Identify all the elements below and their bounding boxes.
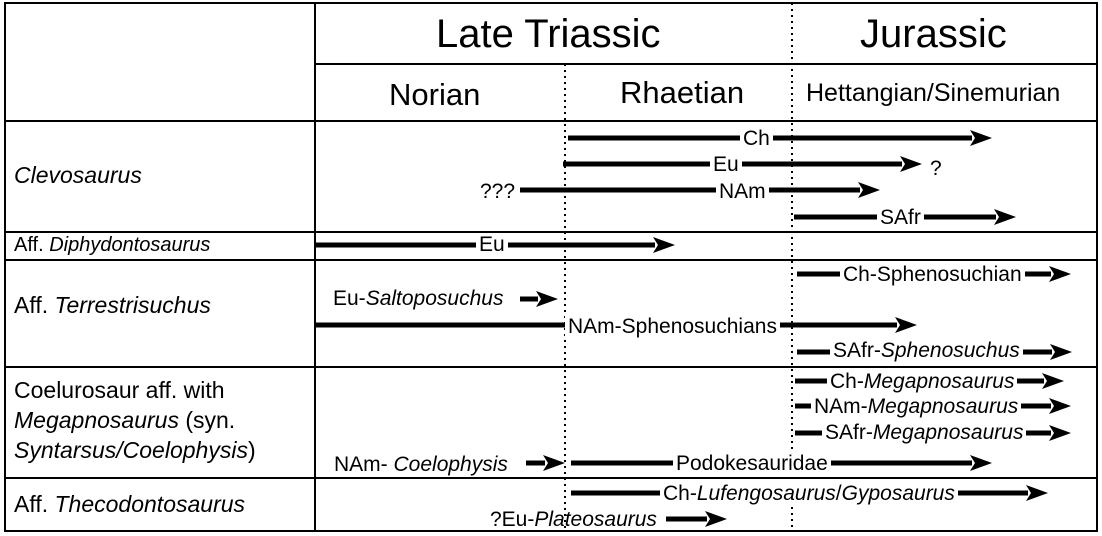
- range-bar-terr-ch-arrowhead: [1049, 266, 1071, 282]
- range-bar-coel-nam-coelophysis-arrowhead: [543, 455, 565, 471]
- range-bar-coel-nam-coelophysis: [526, 455, 565, 471]
- range-label-terr-ch: Ch-Sphenosuchian: [840, 264, 1025, 285]
- taxon-terrestrisuchus: Aff. Terrestrisuchus: [14, 292, 211, 319]
- range-bar-thec-eu-arrowhead: [705, 511, 727, 527]
- stage-rhaetian: Rhaetian: [620, 75, 745, 110]
- range-label-coel-nam-genus: Megapnosaurus: [867, 395, 1019, 418]
- range-label-terr-eu-genus: Saltoposuchus: [365, 287, 504, 310]
- range-label-terr-eu: Eu-Saltoposuchus: [333, 288, 503, 309]
- range-label-coel-nam-coelophysis-genus: Coelophysis: [393, 453, 508, 476]
- range-label-thec-eu: ?Eu-Plateosaurus: [490, 509, 657, 530]
- range-bar-diph-eu-arrowhead: [653, 237, 675, 253]
- range-label-thec-eu-prefix: ?Eu-: [490, 508, 535, 531]
- range-label-clev-ch: Ch: [740, 128, 773, 149]
- range-bar-coel-nam-arrowhead: [1049, 398, 1071, 414]
- range-bar-terr-nam-arrowhead: [895, 317, 917, 333]
- range-label-coel-nam-prefix: NAm-: [814, 395, 868, 418]
- range-label-clev-safr: SAfr: [877, 207, 924, 228]
- table-grid: [4, 2, 1098, 532]
- range-label-coel-nam-coelophysis-prefix: NAm-: [334, 453, 394, 476]
- range-bar-clev-nam-arrowhead: [858, 182, 880, 198]
- taxon-terrestrisuchus-name: Terrestrisuchus: [54, 292, 211, 318]
- range-bar-clev-nam: [520, 182, 880, 198]
- range-bar-clev-safr-arrowhead: [994, 209, 1016, 225]
- taxon-terrestrisuchus-prefix: Aff.: [14, 292, 55, 318]
- range-label-terr-nam: NAm-Sphenosuchians: [565, 316, 780, 337]
- taxon-diphydontosaurus-name: Diphydontosaurus: [49, 234, 211, 256]
- range-label-thec-ch-slash: /: [835, 482, 842, 505]
- stage-norian: Norian: [389, 77, 481, 112]
- range-bar-terr-safr-arrowhead: [1050, 344, 1072, 360]
- stage-hettangian-sinemurian: Hettangian/Sinemurian: [806, 79, 1061, 107]
- taxon-coelurosaur-line3: Syntarsus/Coelophysis): [14, 435, 314, 465]
- range-label-terr-safr: SAfr-Sphenosuchus: [830, 340, 1023, 361]
- range-label-coel-ch: Ch-Megapnosaurus: [827, 370, 1018, 393]
- taxon-coelurosaur: Coelurosaur aff. with Megapnosaurus (syn…: [14, 375, 314, 465]
- range-bar-coel-podo-arrowhead: [970, 455, 992, 471]
- taxon-coelurosaur-line3-rest: ): [247, 437, 256, 463]
- range-label-coel-safr: SAfr-Megapnosaurus: [822, 421, 1027, 444]
- range-label-terr-safr-prefix: SAfr-: [833, 339, 881, 362]
- range-label-coel-ch-prefix: Ch-: [830, 370, 864, 393]
- range-label-coel-nam: NAm-Megapnosaurus: [811, 395, 1022, 418]
- range-label-thec-ch-genus2: Gyposaurus: [841, 482, 955, 505]
- range-label-clev-nam-query: ???: [480, 180, 516, 203]
- range-label-clev-eu-query: ?: [930, 157, 942, 180]
- range-bar-thec-eu: [666, 511, 727, 527]
- range-label-diph-eu: Eu: [476, 234, 508, 255]
- taxon-diphydontosaurus-prefix: Aff.: [14, 234, 50, 256]
- taxon-coelurosaur-line3-genus: Syntarsus/Coelophysis: [14, 437, 248, 463]
- range-label-coel-safr-prefix: SAfr-: [825, 421, 873, 444]
- taxon-thecodontosaurus-name: Thecodontosaurus: [54, 491, 246, 517]
- range-label-terr-safr-genus: Sphenosuchus: [880, 339, 1020, 362]
- range-label-coel-ch-genus: Megapnosaurus: [863, 370, 1015, 393]
- range-label-coel-podo: Podokesauridae: [673, 453, 831, 474]
- range-label-coel-nam-coelophysis: NAm- Coelophysis: [334, 454, 508, 475]
- range-label-thec-ch: Ch-Lufengosaurus/Gyposaurus: [660, 483, 958, 504]
- range-bar-terr-eu-arrowhead: [536, 291, 558, 307]
- range-label-terr-eu-prefix: Eu-: [333, 287, 366, 310]
- range-label-thec-ch-genus1: Lufengosaurus: [696, 482, 836, 505]
- taxon-coelurosaur-line2-genus: Megapnosaurus: [14, 407, 179, 433]
- range-bar-coel-safr-arrowhead: [1049, 425, 1071, 441]
- table-border: [4, 2, 1098, 532]
- taxon-diphydontosaurus: Aff. Diphydontosaurus: [14, 232, 210, 259]
- range-label-clev-eu: Eu: [710, 154, 742, 175]
- taxon-coelurosaur-line2-rest: (syn.: [178, 407, 236, 433]
- range-label-coel-safr-genus: Megapnosaurus: [872, 421, 1024, 444]
- range-bar-clev-ch: [568, 130, 992, 146]
- taxon-coelurosaur-line2: Megapnosaurus (syn.: [14, 405, 314, 435]
- taxon-thecodontosaurus: Aff. Thecodontosaurus: [14, 491, 245, 518]
- period-late-triassic: Late Triassic: [436, 12, 661, 56]
- range-bar-clev-eu-arrowhead: [900, 156, 922, 172]
- range-bar-terr-eu: [520, 291, 558, 307]
- taxon-clevosaurus-name: Clevosaurus: [14, 162, 142, 188]
- taxon-thecodontosaurus-prefix: Aff.: [14, 491, 55, 517]
- range-label-thec-ch-prefix: Ch-: [663, 482, 697, 505]
- stage-boundaries: [564, 3, 793, 531]
- taxon-coelurosaur-line1: Coelurosaur aff. with: [14, 377, 225, 403]
- range-bar-clev-eu: [563, 156, 922, 172]
- period-jurassic: Jurassic: [860, 12, 1007, 56]
- range-bar-clev-ch-arrowhead: [970, 130, 992, 146]
- taxon-clevosaurus: Clevosaurus: [14, 162, 142, 189]
- range-bar-thec-ch-arrowhead: [1026, 485, 1048, 501]
- range-bar-coel-ch-arrowhead: [1042, 373, 1064, 389]
- range-label-clev-nam: NAm: [716, 181, 769, 202]
- range-label-thec-eu-genus: Plateosaurus: [534, 508, 657, 531]
